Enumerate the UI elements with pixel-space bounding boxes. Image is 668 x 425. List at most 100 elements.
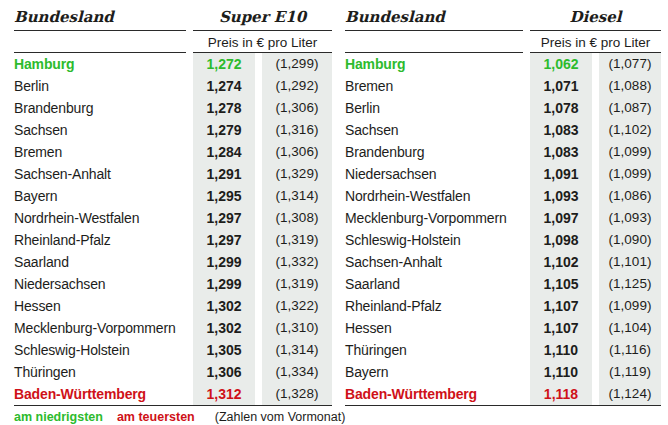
- table-row: Mecklenburg-Vorpommern1,302(1,310): [14, 317, 332, 339]
- fuel-price-comparison: Bundesland Super E10 Preis in € pro Lite…: [0, 0, 668, 425]
- table-row: Thüringen 1,306 (1,334): [14, 361, 332, 383]
- previous-month-price: (1,088): [599, 75, 661, 97]
- table-row: Brandenburg1,083(1,099): [345, 141, 661, 163]
- current-price: 1,278: [193, 97, 255, 119]
- table-row: Schleswig-Holstein1,098(1,090): [345, 229, 661, 251]
- current-price: 1,071: [530, 75, 592, 97]
- current-price: 1,299: [193, 251, 255, 273]
- previous-month-price: (1,319): [262, 229, 332, 251]
- state-name: Bayern: [14, 185, 186, 207]
- table-row: Hamburg1,272(1,299): [14, 53, 332, 75]
- table-body: Hamburg1,272(1,299)Berlin1,274(1,292)Bra…: [14, 53, 332, 406]
- table-row: Hamburg 1,062 (1,077): [345, 53, 661, 75]
- table-header: Bundesland Diesel: [345, 6, 661, 31]
- state-name: Bayern: [345, 361, 523, 383]
- previous-month-price: (1,314): [262, 185, 332, 207]
- current-price: 1,295: [193, 185, 255, 207]
- current-price: 1,299: [193, 273, 255, 295]
- current-price: 1,302: [193, 295, 255, 317]
- table-row: Nordrhein-Westfalen 1,093 (1,086): [345, 185, 661, 207]
- previous-month-price: (1,329): [262, 163, 332, 185]
- state-name: Sachsen: [14, 119, 186, 141]
- state-name: Baden-Württemberg: [345, 383, 523, 405]
- state-name: Schleswig-Holstein: [14, 339, 186, 361]
- table-subheader: Preis in € pro Liter: [14, 31, 332, 53]
- previous-month-price: (1,308): [262, 207, 332, 229]
- state-name: Nordrhein-Westfalen: [345, 185, 523, 207]
- table-row: Bremen1,284(1,306): [14, 141, 332, 163]
- state-name: Sachsen-Anhalt: [345, 251, 523, 273]
- state-name: Hessen: [14, 295, 186, 317]
- state-name: Sachsen-Anhalt: [14, 163, 186, 185]
- legend-lowest-label: am niedrigsten: [14, 410, 103, 424]
- state-name: Hessen: [345, 317, 523, 339]
- state-name: Baden-Württemberg: [14, 383, 186, 405]
- previous-month-price: (1,125): [599, 273, 661, 295]
- table-title-super-e10: Super E10: [193, 8, 332, 31]
- table-row: Berlin1,274(1,292): [14, 75, 332, 97]
- previous-month-price: (1,306): [262, 141, 332, 163]
- table-row: Baden-Württemberg 1,118 (1,124): [345, 383, 661, 405]
- current-price: 1,093: [530, 185, 592, 207]
- previous-month-price: (1,102): [599, 119, 661, 141]
- current-price: 1,291: [193, 163, 255, 185]
- previous-month-price: (1,086): [599, 185, 661, 207]
- column-header-bundesland: Bundesland: [345, 8, 523, 31]
- current-price: 1,312: [193, 383, 255, 405]
- state-name: Saarland: [345, 273, 523, 295]
- legend-note: (Zahlen vom Vormonat): [215, 410, 346, 424]
- header-spacer: [14, 30, 186, 53]
- current-price: 1,102: [530, 251, 592, 273]
- table-row: Sachsen-Anhalt 1,291 (1,329): [14, 163, 332, 185]
- previous-month-price: (1,099): [599, 163, 661, 185]
- state-name: Rheinland-Pfalz: [345, 295, 523, 317]
- table-row: Mecklenburg-Vorpommern 1,097 (1,093): [345, 207, 661, 229]
- previous-month-price: (1,322): [262, 295, 332, 317]
- state-name: Schleswig-Holstein: [345, 229, 523, 251]
- current-price: 1,110: [530, 339, 592, 361]
- state-name: Mecklenburg-Vorpommern: [345, 207, 523, 229]
- table-row: Brandenburg1,278(1,306): [14, 97, 332, 119]
- previous-month-price: (1,334): [262, 361, 332, 383]
- current-price: 1,110: [530, 361, 592, 383]
- state-name: Berlin: [345, 97, 523, 119]
- previous-month-price: (1,099): [599, 141, 661, 163]
- state-name: Brandenburg: [14, 97, 186, 119]
- previous-month-price: (1,124): [599, 383, 661, 405]
- previous-month-price: (1,314): [262, 339, 332, 361]
- table-row: Niedersachsen1,091(1,099): [345, 163, 661, 185]
- previous-month-price: (1,099): [599, 295, 661, 317]
- table-row: Saarland1,105(1,125): [345, 273, 661, 295]
- table-row: Hessen 1,302 (1,322): [14, 295, 332, 317]
- state-name: Sachsen: [345, 119, 523, 141]
- super-e10-table: Bundesland Super E10 Preis in € pro Lite…: [14, 6, 332, 406]
- current-price: 1,297: [193, 229, 255, 251]
- table-row: Nordrhein-Westfalen1,297(1,308): [14, 207, 332, 229]
- table-row: Bayern 1,110 (1,119): [345, 361, 661, 383]
- previous-month-price: (1,093): [599, 207, 661, 229]
- state-name: Hamburg: [345, 53, 523, 75]
- previous-month-price: (1,077): [599, 53, 661, 75]
- state-name: Thüringen: [14, 361, 186, 383]
- table-subheader: Preis in € pro Liter: [345, 31, 661, 53]
- table-row: Thüringen1,110(1,116): [345, 339, 661, 361]
- header-spacer: [345, 30, 523, 53]
- previous-month-price: (1,119): [599, 361, 661, 383]
- current-price: 1,097: [530, 207, 592, 229]
- current-price: 1,107: [530, 317, 592, 339]
- state-name: Thüringen: [345, 339, 523, 361]
- table-row: Berlin1,078(1,087): [345, 97, 661, 119]
- table-row: Sachsen1,279(1,316): [14, 119, 332, 141]
- state-name: Rheinland-Pfalz: [14, 229, 186, 251]
- column-header-bundesland: Bundesland: [14, 8, 186, 31]
- table-row: Rheinland-Pfalz 1,297 (1,319): [14, 229, 332, 251]
- current-price: 1,062: [530, 53, 592, 75]
- table-row: Bayern 1,295 (1,314): [14, 185, 332, 207]
- current-price: 1,118: [530, 383, 592, 405]
- table-body: Hamburg1,062(1,077)Bremen1,071(1,088)Ber…: [345, 53, 661, 406]
- current-price: 1,306: [193, 361, 255, 383]
- state-name: Brandenburg: [345, 141, 523, 163]
- price-unit-header: Preis in € pro Liter: [193, 35, 332, 53]
- table-header: Bundesland Super E10: [14, 6, 332, 31]
- current-price: 1,305: [193, 339, 255, 361]
